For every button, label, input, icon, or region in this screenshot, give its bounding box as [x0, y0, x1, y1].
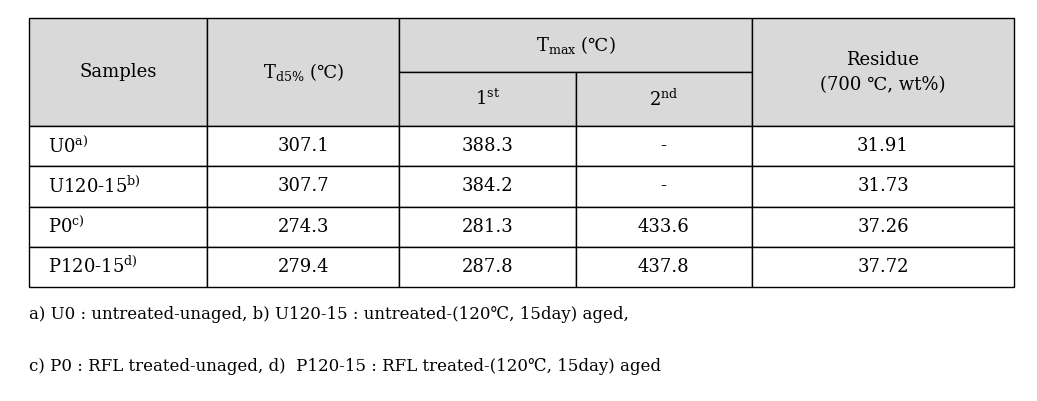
Text: 274.3: 274.3	[278, 218, 329, 235]
Text: 31.73: 31.73	[858, 178, 908, 195]
Text: 1$^{\mathregular{st}}$: 1$^{\mathregular{st}}$	[475, 89, 500, 109]
Polygon shape	[576, 207, 752, 247]
Polygon shape	[752, 247, 1014, 287]
Text: 37.26: 37.26	[858, 218, 908, 235]
Text: 437.8: 437.8	[638, 258, 690, 275]
Text: 279.4: 279.4	[278, 258, 329, 275]
Text: 388.3: 388.3	[461, 138, 513, 155]
Polygon shape	[207, 247, 399, 287]
Polygon shape	[29, 126, 207, 166]
Text: T$_{\mathregular{max}}$ (℃): T$_{\mathregular{max}}$ (℃)	[536, 34, 615, 56]
Text: 307.1: 307.1	[278, 138, 329, 155]
Polygon shape	[29, 247, 207, 287]
Text: U0$^{\mathregular{a)}}$: U0$^{\mathregular{a)}}$	[48, 136, 88, 157]
Text: T$_{\mathregular{d5\%}}$ (℃): T$_{\mathregular{d5\%}}$ (℃)	[262, 61, 344, 83]
Polygon shape	[752, 166, 1014, 207]
Polygon shape	[752, 207, 1014, 247]
Polygon shape	[207, 207, 399, 247]
Polygon shape	[399, 207, 576, 247]
Text: 31.91: 31.91	[857, 138, 909, 155]
Text: 384.2: 384.2	[461, 178, 513, 195]
Text: c) P0 : RFL treated-unaged, d)  P120-15 : RFL treated-(120℃, 15day) aged: c) P0 : RFL treated-unaged, d) P120-15 :…	[29, 358, 661, 375]
Polygon shape	[207, 18, 399, 126]
Text: 307.7: 307.7	[278, 178, 329, 195]
Polygon shape	[752, 126, 1014, 166]
Polygon shape	[207, 126, 399, 166]
Text: Samples: Samples	[80, 63, 157, 81]
Text: P120-15$^{\mathregular{d)}}$: P120-15$^{\mathregular{d)}}$	[48, 256, 137, 277]
Polygon shape	[399, 126, 576, 166]
Polygon shape	[399, 166, 576, 207]
Polygon shape	[399, 18, 752, 72]
Polygon shape	[29, 166, 207, 207]
Text: a) U0 : untreated-unaged, b) U120-15 : untreated-(120℃, 15day) aged,: a) U0 : untreated-unaged, b) U120-15 : u…	[29, 306, 628, 323]
Text: -: -	[661, 138, 667, 155]
Text: P0$^{\mathregular{c)}}$: P0$^{\mathregular{c)}}$	[48, 216, 84, 237]
Polygon shape	[29, 18, 207, 126]
Text: -: -	[661, 178, 667, 195]
Text: U120-15$^{\mathregular{b)}}$: U120-15$^{\mathregular{b)}}$	[48, 176, 140, 197]
Text: 37.72: 37.72	[858, 258, 908, 275]
Polygon shape	[576, 166, 752, 207]
Polygon shape	[29, 207, 207, 247]
Text: 281.3: 281.3	[461, 218, 513, 235]
Polygon shape	[399, 72, 576, 126]
Polygon shape	[576, 247, 752, 287]
Polygon shape	[752, 18, 1014, 126]
Text: 2$^{\mathregular{nd}}$: 2$^{\mathregular{nd}}$	[649, 89, 678, 110]
Polygon shape	[576, 126, 752, 166]
Text: Residue
(700 ℃, wt%): Residue (700 ℃, wt%)	[820, 51, 946, 94]
Polygon shape	[207, 166, 399, 207]
Polygon shape	[399, 247, 576, 287]
Text: 287.8: 287.8	[461, 258, 513, 275]
Text: 433.6: 433.6	[638, 218, 690, 235]
Polygon shape	[576, 72, 752, 126]
